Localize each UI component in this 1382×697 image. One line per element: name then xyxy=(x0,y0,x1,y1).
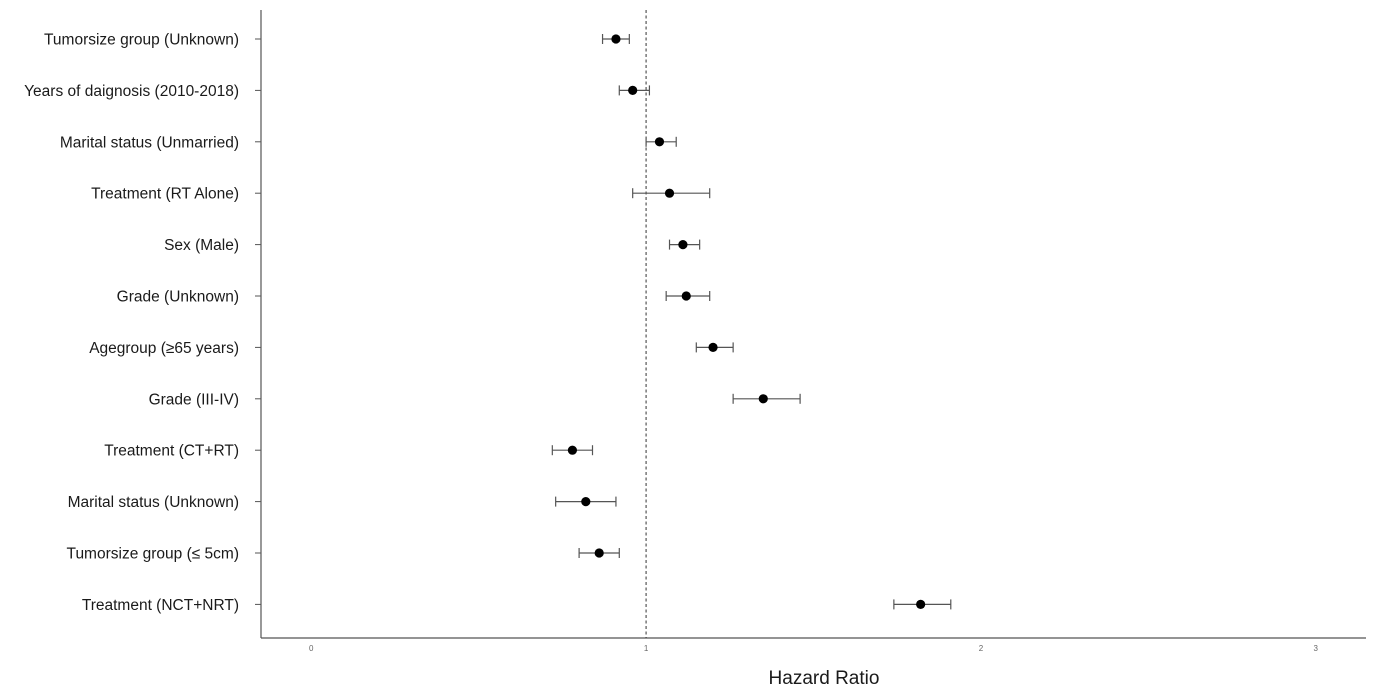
forest-row: Treatment (CT+RT) xyxy=(104,443,594,460)
row-label: Grade (Unknown) xyxy=(117,289,239,306)
hazard-ratio-point xyxy=(628,85,638,95)
hazard-ratio-point xyxy=(916,599,926,610)
row-label: Tumorsize group (Unknown) xyxy=(44,32,239,49)
forest-row: Grade (III-IV) xyxy=(149,391,801,408)
x-tick-label: 0 xyxy=(309,644,314,653)
row-label: Tumorsize group (≤ 5cm) xyxy=(67,546,239,563)
row-label: Agegroup (≥65 years) xyxy=(89,340,239,357)
hazard-ratio-point xyxy=(708,342,718,352)
hazard-ratio-point xyxy=(681,291,691,301)
hazard-ratio-point xyxy=(581,497,591,507)
forest-row: Treatment (NCT+NRT) xyxy=(82,597,952,614)
forest-row: Tumorsize group (≤ 5cm) xyxy=(67,546,620,563)
hazard-ratio-point xyxy=(758,394,768,404)
x-ticks: 0 1 2 3 xyxy=(309,644,1319,653)
hazard-ratio-point xyxy=(654,137,665,147)
row-label: Sex (Male) xyxy=(164,237,239,254)
row-label: Treatment (CT+RT) xyxy=(104,443,239,460)
x-tick-label: 3 xyxy=(1314,644,1319,653)
hazard-ratio-point xyxy=(664,188,675,198)
forest-rows: Tumorsize group (Unknown) Years of daigno… xyxy=(24,32,952,614)
row-label: Years of daignosis (2010-2018) xyxy=(24,83,239,100)
x-tick-label: 2 xyxy=(979,644,984,653)
forest-row: Sex (Male) xyxy=(164,237,701,254)
forest-row: Years of daignosis (2010-2018) xyxy=(24,83,651,100)
forest-row: Grade (Unknown) xyxy=(117,289,711,306)
hazard-ratio-point xyxy=(567,445,578,455)
hazard-ratio-point xyxy=(678,240,688,250)
forest-row: Tumorsize group (Unknown) xyxy=(44,32,630,49)
forest-row: Marital status (Unknown) xyxy=(68,494,617,511)
forest-row: Marital status (Unmarried) xyxy=(60,134,677,151)
hazard-ratio-point xyxy=(594,548,604,558)
row-label: Treatment (RT Alone) xyxy=(91,186,239,203)
row-label: Marital status (Unmarried) xyxy=(60,134,239,151)
x-axis-title: Hazard Ratio xyxy=(769,668,880,689)
forest-row: Treatment (RT Alone) xyxy=(91,186,711,203)
hazard-ratio-point xyxy=(611,34,621,44)
row-label: Treatment (NCT+NRT) xyxy=(82,597,239,614)
forest-row: Agegroup (≥65 years) xyxy=(89,340,734,357)
row-label: Marital status (Unknown) xyxy=(68,494,239,511)
row-label: Grade (III-IV) xyxy=(149,391,239,408)
x-tick-label: 1 xyxy=(644,644,649,653)
